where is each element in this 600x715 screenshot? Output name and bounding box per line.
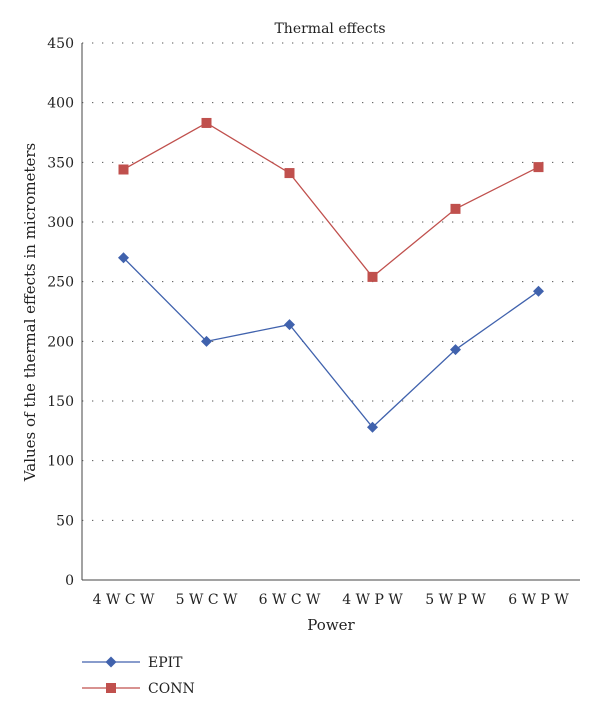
y-tick-label: 150 <box>47 394 74 410</box>
legend-label: EPIT <box>148 655 183 671</box>
data-point <box>105 656 117 668</box>
x-tick-label: 4 W P W <box>342 592 403 608</box>
x-tick-label: 6 W P W <box>508 592 569 608</box>
series-line <box>123 257 539 429</box>
series-conn <box>118 117 544 282</box>
y-tick-label: 450 <box>47 36 74 52</box>
legend-item-epit: EPIT <box>82 655 183 671</box>
grid-lines <box>82 42 580 521</box>
y-tick-label: 250 <box>47 275 74 291</box>
data-point <box>450 203 461 214</box>
chart-title: Thermal effects <box>274 21 385 37</box>
data-point <box>367 421 378 433</box>
legend-item-conn: CONN <box>82 681 195 697</box>
data-point <box>533 162 544 173</box>
data-point <box>106 683 116 693</box>
y-tick-label: 0 <box>65 573 74 589</box>
y-tick-label: 350 <box>47 155 74 171</box>
x-tick-label: 5 W P W <box>425 592 486 608</box>
legend: EPIT CONN <box>82 655 195 697</box>
x-tick-label: 5 W C W <box>176 592 238 608</box>
data-point <box>533 285 544 297</box>
x-axis-title: Power <box>307 616 355 634</box>
data-point <box>118 164 129 175</box>
data-point <box>367 271 378 282</box>
data-point <box>284 168 295 179</box>
legend-label: CONN <box>148 681 195 697</box>
y-tick-labels: 0 50 100 150 200 250 300 350 400 450 <box>47 36 74 589</box>
x-tick-label: 4 W C W <box>93 592 155 608</box>
y-tick-label: 300 <box>47 215 74 231</box>
x-tick-label: 6 W C W <box>259 592 321 608</box>
data-point <box>118 252 129 264</box>
series-group <box>118 117 544 433</box>
data-point <box>284 319 295 331</box>
y-tick-label: 50 <box>56 513 74 529</box>
y-tick-label: 400 <box>47 96 74 112</box>
y-axis-title: Values of the thermal effects in microme… <box>21 143 39 482</box>
data-point <box>201 117 212 128</box>
series-epit <box>118 252 544 433</box>
y-tick-label: 100 <box>47 454 74 470</box>
series-line <box>123 122 539 278</box>
x-tick-labels: 4 W C W 5 W C W 6 W C W 4 W P W 5 W P W 6 W P… <box>93 592 570 608</box>
data-point <box>201 335 212 347</box>
data-point <box>450 344 461 356</box>
y-tick-label: 200 <box>47 334 74 350</box>
